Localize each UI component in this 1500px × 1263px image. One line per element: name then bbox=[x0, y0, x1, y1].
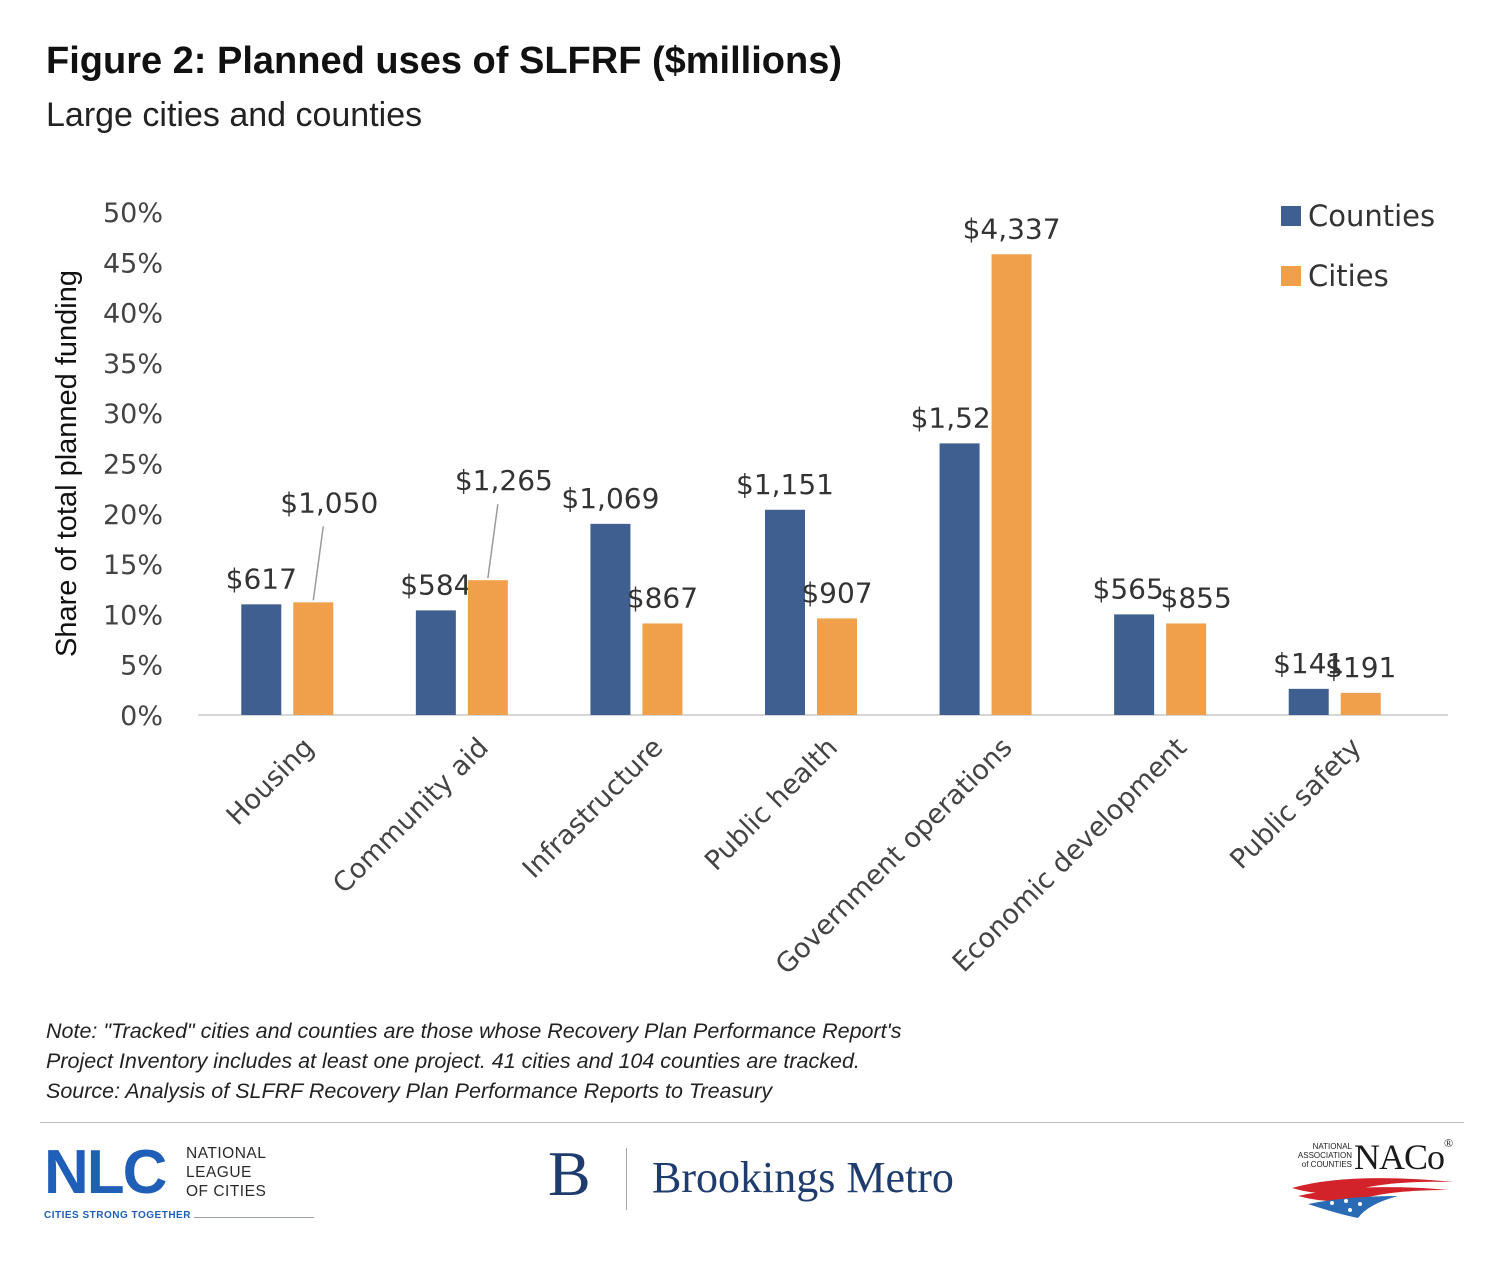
cities-bar bbox=[467, 580, 508, 715]
source-line: Source: Analysis of SLFRF Recovery Plan … bbox=[46, 1079, 773, 1103]
data-label: $4,337 bbox=[963, 212, 1061, 245]
nlc-tagline: CITIES STRONG TOGETHER bbox=[44, 1210, 191, 1221]
x-tick-label: Housing bbox=[221, 732, 321, 832]
cities-bar bbox=[642, 623, 683, 715]
data-label-leader bbox=[312, 526, 325, 601]
y-tick-label: 5% bbox=[120, 651, 163, 682]
cities-bar bbox=[817, 618, 857, 715]
data-label: $1,265 bbox=[455, 464, 553, 497]
counties-bar bbox=[415, 610, 456, 715]
chart-subtitle: Large cities and counties bbox=[46, 96, 423, 134]
y-tick-label: 45% bbox=[103, 248, 163, 279]
legend-label: Cities bbox=[1308, 259, 1389, 293]
y-tick-label: 25% bbox=[103, 450, 163, 481]
chart-title: Figure 2: Planned uses of SLFRF ($millio… bbox=[46, 40, 842, 82]
data-label: $1,069 bbox=[561, 482, 659, 515]
counties-bar bbox=[1114, 614, 1155, 715]
y-tick-label: 20% bbox=[103, 500, 163, 531]
legend-swatch bbox=[1281, 206, 1301, 226]
legend-label: Counties bbox=[1308, 199, 1435, 233]
note-line: Project Inventory includes at least one … bbox=[46, 1049, 860, 1073]
footer-divider bbox=[40, 1122, 1464, 1123]
nlc-logo-name: NATIONAL LEAGUE OF CITIES bbox=[186, 1144, 266, 1201]
brookings-logo-mark: B bbox=[548, 1138, 591, 1209]
legend-swatch bbox=[1281, 266, 1301, 286]
y-tick-label: 10% bbox=[103, 600, 163, 631]
naco-logo-small-text: NATIONAL ASSOCIATION of COUNTIES bbox=[1288, 1142, 1352, 1169]
data-label: $141 bbox=[1273, 647, 1344, 680]
note-line: Note: "Tracked" cities and counties are … bbox=[46, 1019, 902, 1043]
brookings-logo-name: Brookings Metro bbox=[652, 1153, 954, 1202]
counties-bar bbox=[241, 604, 282, 715]
nlc-logo-mark: NLC bbox=[44, 1138, 167, 1207]
naco-mark-text: NACo bbox=[1354, 1137, 1445, 1177]
data-label: $867 bbox=[627, 581, 698, 614]
naco-small-line: of COUNTIES bbox=[1301, 1160, 1352, 1169]
x-tick-label: Infrastructure bbox=[517, 732, 670, 885]
brookings-logo: B Brookings Metro bbox=[548, 1138, 1048, 1220]
x-tick-label: Public safety bbox=[1224, 732, 1367, 875]
chart-notes: Note: "Tracked" cities and counties are … bbox=[46, 1016, 902, 1106]
counties-bar bbox=[590, 523, 631, 715]
data-label: $1,151 bbox=[736, 468, 834, 501]
nlc-name-line: NATIONAL bbox=[186, 1145, 267, 1162]
cities-bar bbox=[1340, 692, 1381, 715]
bar-chart: Share of total planned funding 0% 5% 10% 15%… bbox=[51, 198, 1448, 981]
counties-bar bbox=[765, 509, 805, 715]
cities-bar bbox=[1166, 623, 1207, 715]
naco-small-line: ASSOCIATION bbox=[1297, 1151, 1352, 1160]
data-label: $1,050 bbox=[280, 486, 378, 519]
cities-bar bbox=[991, 254, 1032, 715]
counties-bar bbox=[939, 443, 980, 715]
y-tick-label: 40% bbox=[103, 299, 163, 330]
data-label: $617 bbox=[226, 562, 297, 595]
naco-registered: ® bbox=[1444, 1136, 1453, 1150]
x-tick-label: Public health bbox=[699, 732, 844, 877]
data-label: $584 bbox=[400, 568, 471, 601]
data-label: $191 bbox=[1325, 651, 1396, 684]
naco-logo: NATIONAL ASSOCIATION of COUNTIES NACo® bbox=[1288, 1136, 1468, 1230]
x-tick-label: Community aid bbox=[327, 732, 495, 900]
data-label: $565 bbox=[1093, 572, 1164, 605]
y-tick-label: 30% bbox=[103, 399, 163, 430]
data-label: $855 bbox=[1161, 581, 1232, 614]
naco-small-line: NATIONAL bbox=[1312, 1142, 1352, 1151]
y-tick-label: 35% bbox=[103, 349, 163, 380]
y-tick-label: 15% bbox=[103, 550, 163, 581]
data-label: $907 bbox=[801, 576, 872, 609]
brookings-logo-divider bbox=[626, 1148, 627, 1210]
data-label-leader bbox=[487, 504, 499, 579]
nlc-logo: NLC NATIONAL LEAGUE OF CITIES CITIES STR… bbox=[44, 1138, 314, 1228]
naco-flag-swoosh-icon bbox=[1292, 1178, 1454, 1218]
nlc-name-line: LEAGUE bbox=[186, 1164, 252, 1181]
cities-bar bbox=[293, 602, 334, 715]
nlc-name-line: OF CITIES bbox=[186, 1183, 267, 1200]
y-tick-label: 50% bbox=[103, 198, 163, 229]
y-tick-label: 0% bbox=[120, 701, 163, 732]
naco-logo-mark: NACo® bbox=[1354, 1136, 1453, 1178]
counties-bar bbox=[1288, 688, 1329, 715]
y-axis-label: Share of total planned funding bbox=[51, 270, 83, 657]
nlc-tagline-rule bbox=[194, 1217, 314, 1218]
